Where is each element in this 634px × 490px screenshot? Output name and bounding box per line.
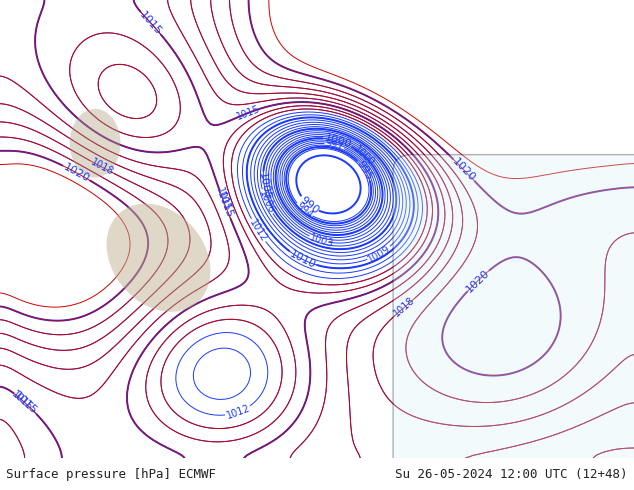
Text: 1003: 1003 (309, 232, 335, 249)
Text: 990: 990 (297, 195, 320, 216)
Ellipse shape (70, 109, 120, 177)
Text: 1015: 1015 (215, 190, 235, 220)
Text: 1010: 1010 (288, 248, 317, 270)
Text: 1015: 1015 (12, 390, 39, 416)
Text: 1012: 1012 (225, 403, 251, 421)
Text: 1015: 1015 (10, 389, 35, 413)
Text: 1000: 1000 (351, 144, 376, 168)
Text: 1006: 1006 (257, 189, 276, 215)
Text: Su 26-05-2024 12:00 UTC (12+48): Su 26-05-2024 12:00 UTC (12+48) (395, 467, 628, 481)
Text: 1020: 1020 (451, 156, 477, 184)
Text: 1005: 1005 (257, 172, 272, 201)
Text: 1015: 1015 (214, 186, 232, 213)
Ellipse shape (107, 204, 210, 312)
Text: 1015: 1015 (138, 9, 164, 37)
Text: 1018: 1018 (89, 157, 115, 177)
Text: 1018: 1018 (392, 295, 417, 319)
Text: Surface pressure [hPa] ECMWF: Surface pressure [hPa] ECMWF (6, 467, 216, 481)
Text: 1000: 1000 (323, 132, 353, 150)
Text: 1015: 1015 (235, 104, 262, 122)
Text: 1020: 1020 (61, 162, 91, 184)
FancyBboxPatch shape (393, 155, 634, 475)
Text: 1012: 1012 (247, 218, 269, 244)
Text: 1009: 1009 (366, 244, 392, 264)
Text: 1020: 1020 (464, 268, 491, 294)
Text: 994: 994 (294, 200, 314, 220)
Text: 995: 995 (355, 158, 375, 182)
Text: 997: 997 (325, 138, 345, 152)
